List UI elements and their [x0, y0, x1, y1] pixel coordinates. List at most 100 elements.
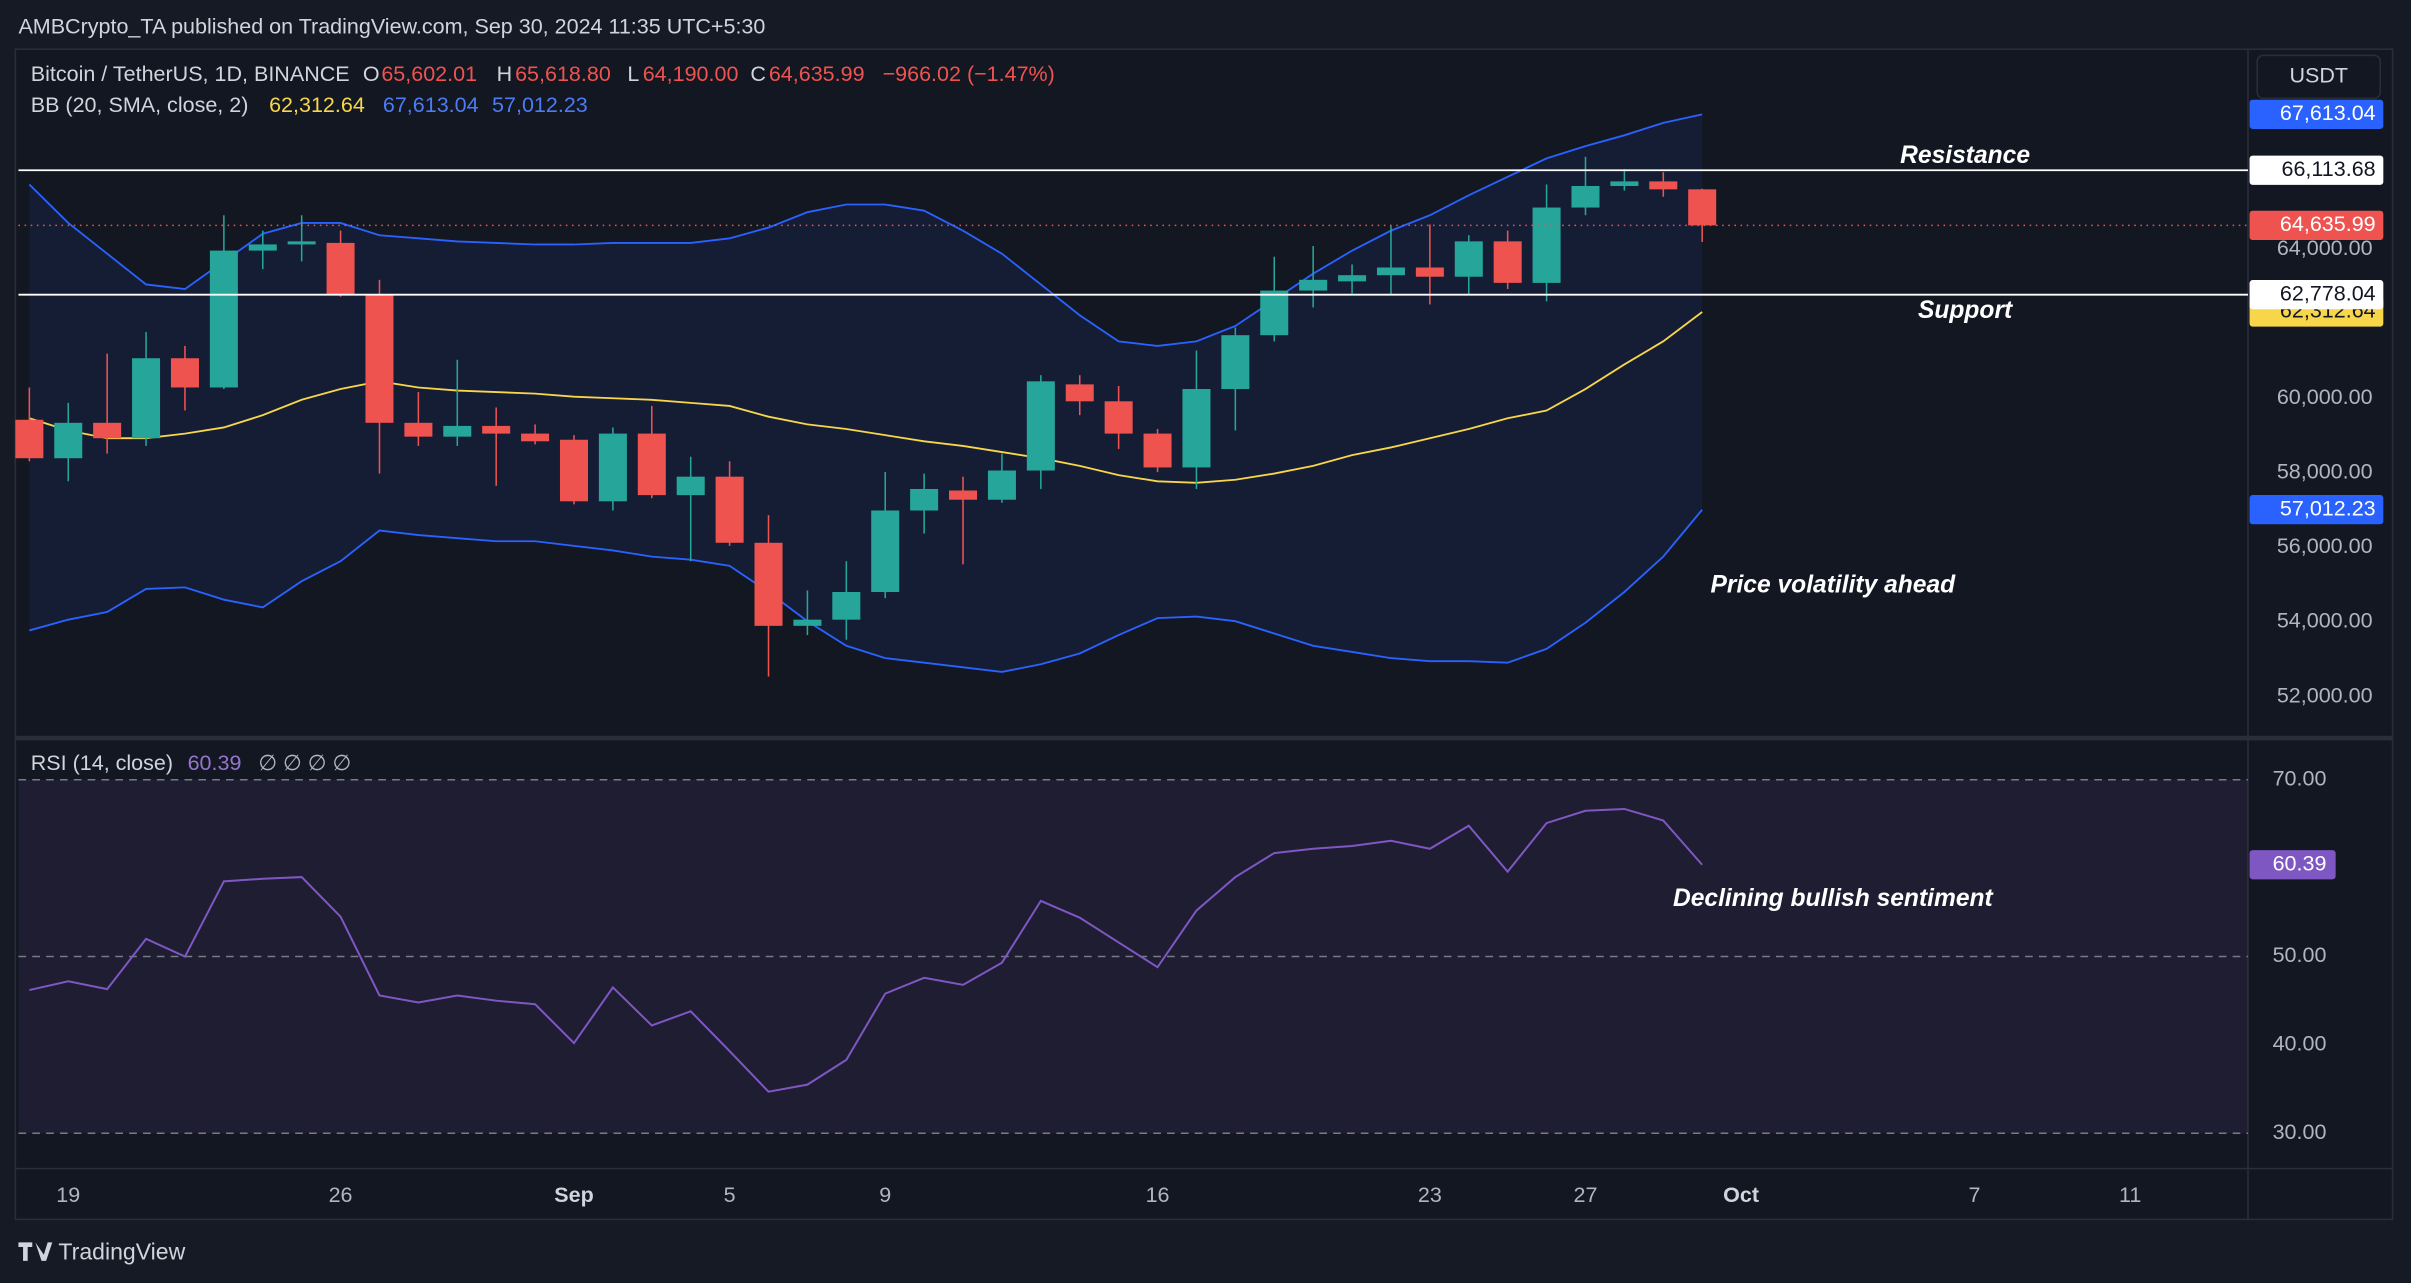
candle-body [1376, 267, 1405, 276]
plot-area: 52,000.00 54,000.00 56,000.00 58,000.00 60,0… [15, 99, 2384, 1207]
candle-body [1104, 401, 1133, 434]
candle-body [209, 250, 238, 388]
candle-body [1260, 290, 1289, 336]
brand-icon [18, 1242, 53, 1261]
badge-box [2249, 850, 2336, 880]
y-tick-label: 40.00 [2273, 1032, 2327, 1056]
x-tick-label: Sep [554, 1183, 593, 1207]
candle-body [1065, 384, 1094, 402]
badge-label: 57,012.23 [2280, 496, 2376, 520]
candle-body [598, 433, 627, 502]
candle-body [326, 242, 355, 296]
candle-body [1493, 241, 1522, 283]
rsi-title: RSI (14, close) [31, 751, 173, 775]
annotation: Declining bullish sentiment [1673, 885, 1995, 912]
candle-body [365, 295, 394, 423]
band-line [29, 311, 1703, 484]
candle-body [949, 490, 978, 500]
x-tick-label: 23 [1418, 1183, 1442, 1207]
brand-name: TradingView [58, 1238, 185, 1264]
rsi-line [29, 807, 1703, 1093]
indicator-title: BB (20, SMA, close, 2) [31, 93, 249, 117]
candle-body [715, 476, 744, 543]
candle-body [170, 358, 199, 388]
currency-button[interactable] [2256, 54, 2382, 100]
candle-body [248, 244, 277, 251]
band-fill [29, 114, 1703, 672]
candle-body [404, 422, 433, 437]
badge-label: 64,635.99 [2280, 212, 2376, 236]
candle-body [54, 422, 83, 459]
legend-value: 64,190.00 [643, 62, 739, 86]
brand-logo: TradingView [18, 1238, 186, 1264]
badge-label: 67,613.04 [2280, 101, 2376, 125]
candle-body [754, 542, 783, 626]
level-name: Support [1918, 297, 2014, 324]
currency-label[interactable]: USDT [2289, 64, 2348, 88]
badge-box [2249, 280, 2384, 310]
candle-body [832, 592, 861, 620]
legend-value: 65,602.01 [381, 62, 477, 86]
candle-body [1415, 267, 1444, 277]
x-tick-label: 5 [724, 1183, 736, 1207]
publish-header: AMBCrypto_TA published on TradingView.co… [18, 14, 765, 38]
y-tick-label: 70.00 [2273, 766, 2327, 790]
badge-label: 60.39 [2273, 851, 2327, 875]
symbol-title: Bitcoin / TetherUS, 1D, BINANCE [31, 62, 350, 86]
candle-body [1143, 433, 1172, 468]
legend-value: 65,618.80 [515, 62, 611, 86]
x-tick-label: 16 [1146, 1183, 1170, 1207]
badge-label: 62,778.04 [2280, 281, 2376, 305]
candle-body [1688, 189, 1717, 226]
rsi-status: ∅ ∅ ∅ ∅ [258, 751, 351, 775]
y-tick-label: 60,000.00 [2277, 385, 2373, 409]
legend-key: H [497, 62, 513, 86]
x-tick-label: 27 [1574, 1183, 1598, 1207]
candle-body [559, 439, 588, 502]
x-tick-label: 11 [2119, 1183, 2141, 1207]
price-badge: 57,012.23 [2249, 495, 2384, 525]
x-tick-label: Oct [1723, 1183, 1759, 1207]
y-tick-label: 50.00 [2273, 943, 2327, 967]
level-name: Resistance [1900, 142, 2030, 169]
candle-body [871, 510, 900, 593]
candle-body [1221, 335, 1250, 390]
candle-body [1182, 389, 1211, 468]
x-tick-label: 7 [1969, 1183, 1981, 1207]
y-tick-label: 56,000.00 [2277, 534, 2373, 558]
candle-body [1532, 207, 1561, 283]
rsi-value: 60.39 [188, 751, 242, 775]
annotation: Price volatility ahead [1711, 571, 1957, 598]
badge-box [2249, 99, 2384, 129]
candle-body [1649, 181, 1678, 190]
chart-frame [14, 48, 2394, 1221]
value-badge: 60.39 [2249, 850, 2336, 880]
candle-body [287, 241, 316, 245]
candle-body [1299, 279, 1328, 291]
candle-body [676, 476, 705, 496]
badge-box [2249, 495, 2384, 525]
y-tick-label: 30.00 [2273, 1120, 2327, 1144]
candle-body [987, 470, 1016, 500]
price-badge: 64,635.99 [2249, 210, 2384, 240]
candle-body [1338, 275, 1367, 282]
price-badge: 66,113.68 [2249, 155, 2384, 185]
legend-key: C [750, 62, 766, 86]
candle-body [793, 619, 822, 626]
y-tick-label: 52,000.00 [2277, 683, 2373, 707]
candle-body [910, 488, 939, 511]
badge-box [2249, 155, 2384, 185]
badge-box [2249, 210, 2384, 240]
candle-body [1026, 381, 1055, 471]
candle-body [482, 425, 511, 434]
x-tick-label: 19 [56, 1183, 80, 1207]
badge-label: 66,113.68 [2282, 157, 2376, 181]
price-badge: 62,778.04 [2249, 280, 2384, 310]
x-tick-label: 26 [329, 1183, 353, 1207]
indicator-value: 67,613.04 [383, 93, 479, 117]
candle-body [132, 358, 161, 439]
legend-value: 64,635.99 [769, 62, 865, 86]
indicator-value: 57,012.23 [492, 93, 588, 117]
price-badge: 67,613.04 [2249, 99, 2384, 129]
